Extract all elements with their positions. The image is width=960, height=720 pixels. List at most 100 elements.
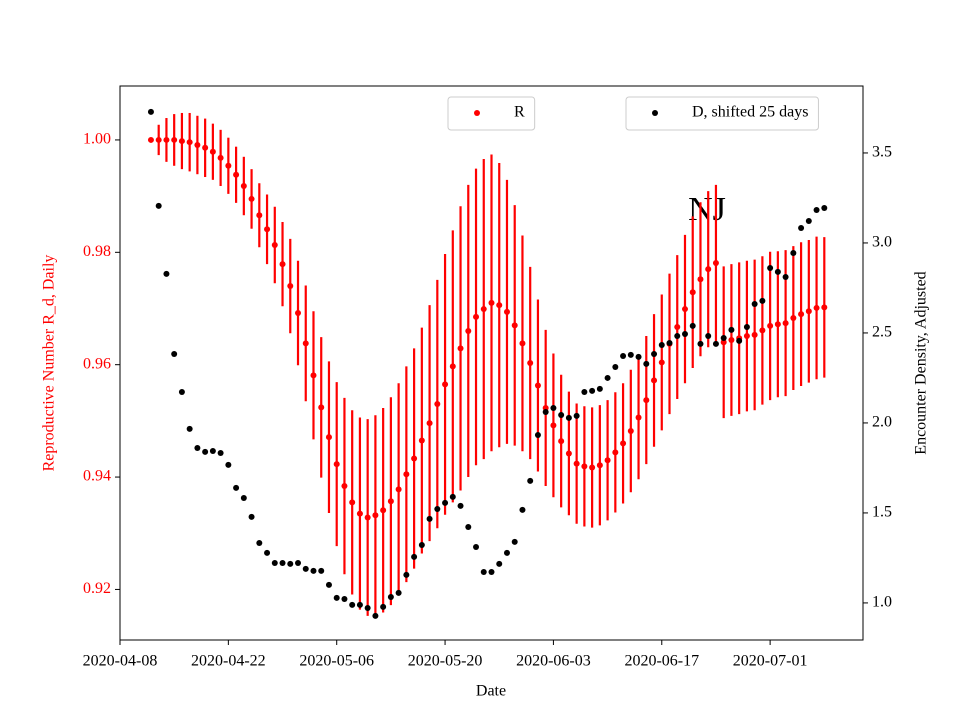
- data-point: [604, 457, 611, 464]
- data-point: [465, 523, 472, 530]
- x-tick-label: 2020-05-20: [408, 653, 483, 670]
- data-point: [542, 408, 549, 415]
- data-point: [233, 171, 240, 178]
- data-point: [511, 322, 518, 329]
- data-point: [349, 499, 356, 506]
- data-point: [457, 502, 464, 509]
- data-point: [643, 397, 650, 404]
- data-point: [767, 264, 774, 271]
- data-point: [387, 498, 394, 505]
- data-point: [356, 510, 363, 517]
- data-point: [380, 507, 387, 514]
- data-point: [202, 448, 209, 455]
- data-point: [225, 461, 232, 468]
- data-point: [596, 385, 603, 392]
- data-point: [720, 334, 727, 341]
- legend-marker: [652, 110, 658, 116]
- data-point: [333, 461, 340, 468]
- data-point: [620, 440, 627, 447]
- legend-box: [447, 96, 536, 131]
- data-point: [612, 449, 619, 456]
- data-point: [581, 463, 588, 470]
- data-point: [356, 601, 363, 608]
- data-point: [209, 448, 216, 455]
- data-point: [651, 377, 658, 384]
- data-point: [287, 560, 294, 567]
- data-point: [411, 455, 418, 462]
- data-point: [712, 259, 719, 266]
- data-point: [325, 434, 332, 441]
- data-point: [805, 308, 812, 315]
- data-point: [449, 493, 456, 500]
- data-point: [395, 589, 402, 596]
- data-point: [550, 422, 557, 429]
- data-point: [798, 225, 805, 232]
- data-point: [627, 427, 634, 434]
- data-point: [736, 337, 743, 344]
- data-point: [511, 538, 518, 545]
- data-point: [434, 401, 441, 408]
- data-point: [163, 270, 170, 277]
- data-point: [403, 471, 410, 478]
- data-point: [147, 136, 154, 143]
- data-point: [325, 581, 332, 588]
- x-tick-label: 2020-05-06: [299, 653, 374, 670]
- data-point: [271, 242, 278, 249]
- data-point: [318, 404, 325, 411]
- data-point: [333, 594, 340, 601]
- data-point: [434, 505, 441, 512]
- data-point: [202, 144, 209, 151]
- data-point: [627, 351, 634, 358]
- y2-tick-label: 1.0: [872, 594, 892, 611]
- data-point: [155, 202, 162, 209]
- legend-label: D, shifted 25 days: [692, 104, 808, 121]
- legend-marker: [474, 110, 480, 116]
- data-point: [558, 438, 565, 445]
- data-point: [395, 486, 402, 493]
- data-point: [728, 336, 735, 343]
- data-point: [248, 513, 255, 520]
- data-point: [612, 363, 619, 370]
- data-point: [279, 559, 286, 566]
- data-point: [651, 351, 658, 358]
- y-tick-label: 0.96: [83, 355, 111, 372]
- data-point: [674, 333, 681, 340]
- data-point: [496, 302, 503, 309]
- x-axis-label: Date: [476, 683, 506, 700]
- data-point: [473, 543, 480, 550]
- data-point: [473, 313, 480, 320]
- data-point: [728, 326, 735, 333]
- data-point: [426, 515, 433, 522]
- data-point: [442, 381, 449, 388]
- data-point: [310, 372, 317, 379]
- data-point: [449, 363, 456, 370]
- data-point: [697, 276, 704, 283]
- data-point: [674, 324, 681, 331]
- y2-axis-label: Encounter Density, Adjusted: [913, 271, 930, 454]
- data-point: [480, 306, 487, 313]
- data-point: [240, 183, 247, 190]
- data-point: [759, 297, 766, 304]
- y2-tick-label: 1.5: [872, 504, 892, 521]
- data-point: [604, 374, 611, 381]
- data-point: [418, 541, 425, 548]
- data-point: [813, 207, 820, 214]
- data-point: [256, 212, 263, 219]
- data-point: [527, 477, 534, 484]
- y-tick-label: 0.94: [83, 468, 111, 485]
- data-point: [457, 345, 464, 352]
- data-point: [380, 603, 387, 610]
- data-point: [813, 304, 820, 311]
- y-tick-label: 0.98: [83, 243, 111, 260]
- data-point: [821, 304, 828, 311]
- data-point: [194, 141, 201, 148]
- data-point: [782, 273, 789, 280]
- data-point: [798, 311, 805, 318]
- x-tick-label: 2020-06-03: [516, 653, 591, 670]
- data-point: [349, 601, 356, 608]
- data-point: [751, 331, 758, 338]
- data-point: [372, 512, 379, 519]
- data-point: [503, 308, 510, 315]
- annotation: NJ: [688, 191, 726, 228]
- data-point: [658, 359, 665, 366]
